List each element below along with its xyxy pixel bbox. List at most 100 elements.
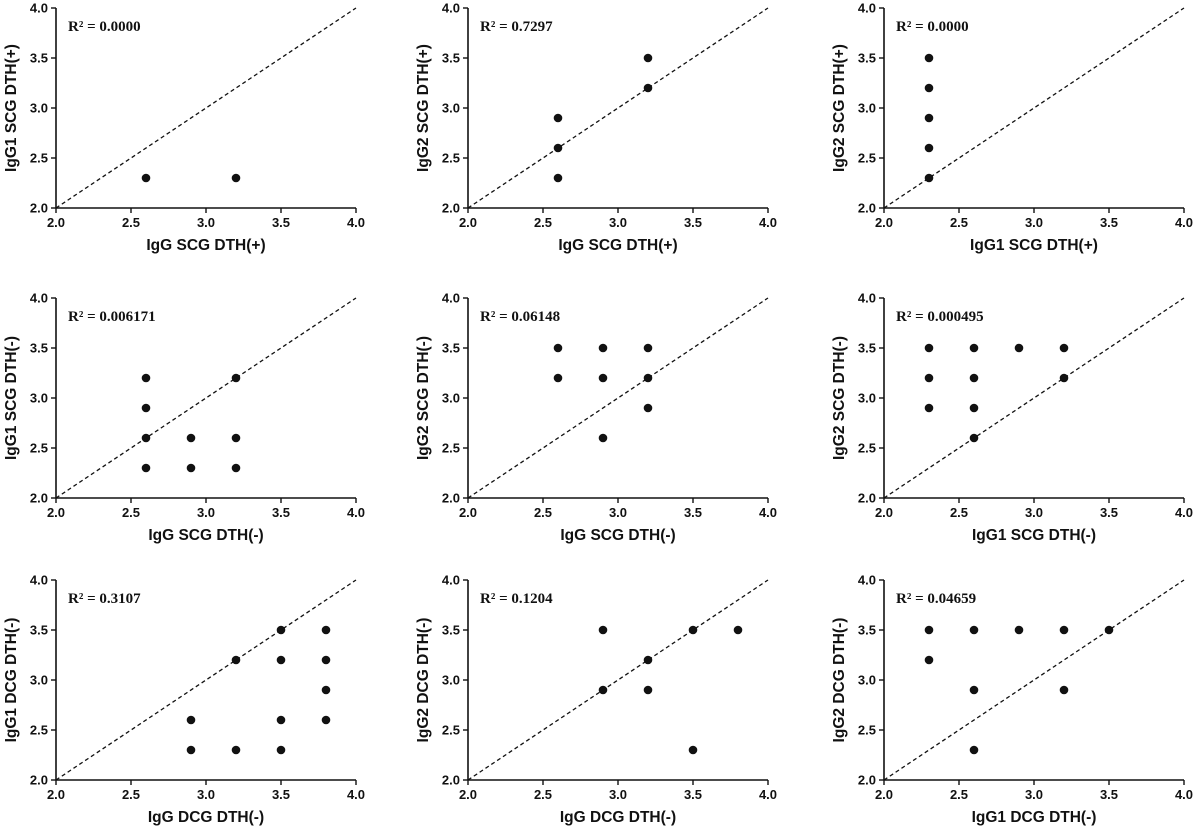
data-point [231,373,241,383]
x-tick-label: 4.0 [1175,787,1193,802]
data-point [321,625,331,635]
y-tick-label: 4.0 [858,1,876,16]
x-tick-label: 3.5 [684,215,702,230]
y-tick-label: 3.5 [858,623,876,638]
data-point [141,373,151,383]
y-tick-label: 3.5 [442,341,460,356]
data-point [969,685,979,695]
data-point [688,625,698,635]
y-tick-label: 3.0 [30,101,48,116]
data-point [231,463,241,473]
r-squared-annotation: R² = 0.000495 [896,309,984,325]
data-point [969,343,979,353]
data-point [321,655,331,665]
y-axis-label: IgG2 SCG DTH(-) [415,336,432,460]
x-tick-label: 2.0 [875,787,893,802]
x-tick-label: 3.0 [609,215,627,230]
x-tick-label: 3.0 [1025,505,1043,520]
data-point [141,433,151,443]
y-tick-label: 3.0 [442,101,460,116]
x-tick-label: 3.5 [272,505,290,520]
data-point [141,403,151,413]
y-tick-label: 2.5 [858,723,876,738]
data-point [643,343,653,353]
r-squared-annotation: R² = 0.04659 [896,591,976,607]
data-point [1059,685,1069,695]
r-squared-annotation: R² = 0.7297 [480,19,553,35]
x-tick-label: 4.0 [759,787,777,802]
identity-reference-line [467,579,769,781]
chart-panel-4: 2.0 2.5 3.0 3.5 4.0 2.0 2.5 3.0 3.5 4.0 IgG SCG DT… [3,291,365,545]
data-point [231,745,241,755]
x-axis-label: IgG SCG DTH(+) [558,237,677,254]
data-point [598,625,608,635]
x-tick-label: 2.5 [534,215,552,230]
y-tick-label: 4.0 [30,1,48,16]
y-tick-label: 3.5 [30,51,48,66]
y-tick-label: 2.5 [442,441,460,456]
data-point [321,685,331,695]
y-tick-label: 3.0 [30,391,48,406]
x-tick-label: 2.0 [47,215,65,230]
data-point [321,715,331,725]
data-point [276,715,286,725]
y-tick-label: 2.5 [30,441,48,456]
x-tick-label: 4.0 [759,505,777,520]
identity-reference-line [55,7,357,209]
chart-panel-5: 2.0 2.5 3.0 3.5 4.0 2.0 2.5 3.0 3.5 4.0 IgG SCG DT… [415,291,777,545]
y-tick-label: 3.0 [442,391,460,406]
x-tick-label: 2.0 [875,215,893,230]
x-tick-label: 3.0 [609,787,627,802]
data-point [186,715,196,725]
y-tick-label: 2.0 [30,773,48,788]
data-point [186,463,196,473]
y-tick-label: 4.0 [442,1,460,16]
y-tick-label: 2.5 [30,151,48,166]
y-tick-label: 4.0 [30,291,48,306]
data-point [231,173,241,183]
r-squared-annotation: R² = 0.0000 [896,19,969,35]
data-point [553,143,563,153]
x-axis-label: IgG1 SCG DTH(-) [972,527,1096,544]
x-tick-label: 2.0 [47,787,65,802]
y-tick-label: 3.5 [442,51,460,66]
y-tick-label: 2.5 [30,723,48,738]
data-point [1014,343,1024,353]
y-axis-label: IgG2 SCG DTH(+) [831,44,848,172]
y-tick-label: 3.5 [858,51,876,66]
x-tick-label: 3.5 [684,505,702,520]
data-point [598,343,608,353]
x-axis-label: IgG1 DCG DTH(-) [972,809,1097,826]
y-tick-label: 3.0 [30,673,48,688]
y-tick-label: 2.5 [442,151,460,166]
data-point [1014,625,1024,635]
data-point [733,625,743,635]
chart-panel-6: 2.0 2.5 3.0 3.5 4.0 2.0 2.5 3.0 3.5 4.0 IgG1 SCG D… [831,291,1193,545]
data-point [969,625,979,635]
x-tick-label: 3.0 [1025,215,1043,230]
y-axis-label: IgG1 SCG DTH(+) [3,44,20,172]
y-axis-label: IgG1 SCG DTH(-) [3,336,20,460]
data-point [231,655,241,665]
x-tick-label: 4.0 [347,215,365,230]
y-axis-label: IgG2 DCG DTH(-) [831,618,848,743]
data-point [924,373,934,383]
data-point [598,373,608,383]
x-tick-label: 3.0 [609,505,627,520]
x-tick-label: 3.0 [197,215,215,230]
y-tick-label: 2.0 [442,201,460,216]
data-point [643,373,653,383]
identity-reference-line [467,7,769,209]
x-axis-label: IgG SCG DTH(+) [146,237,265,254]
y-tick-label: 3.5 [858,341,876,356]
x-tick-label: 2.0 [47,505,65,520]
data-point [553,343,563,353]
data-point [231,433,241,443]
data-point [924,53,934,63]
y-tick-label: 2.0 [858,773,876,788]
data-point [1059,343,1069,353]
x-tick-label: 2.5 [122,215,140,230]
data-point [924,343,934,353]
x-tick-label: 3.0 [197,505,215,520]
identity-reference-line [467,297,769,499]
